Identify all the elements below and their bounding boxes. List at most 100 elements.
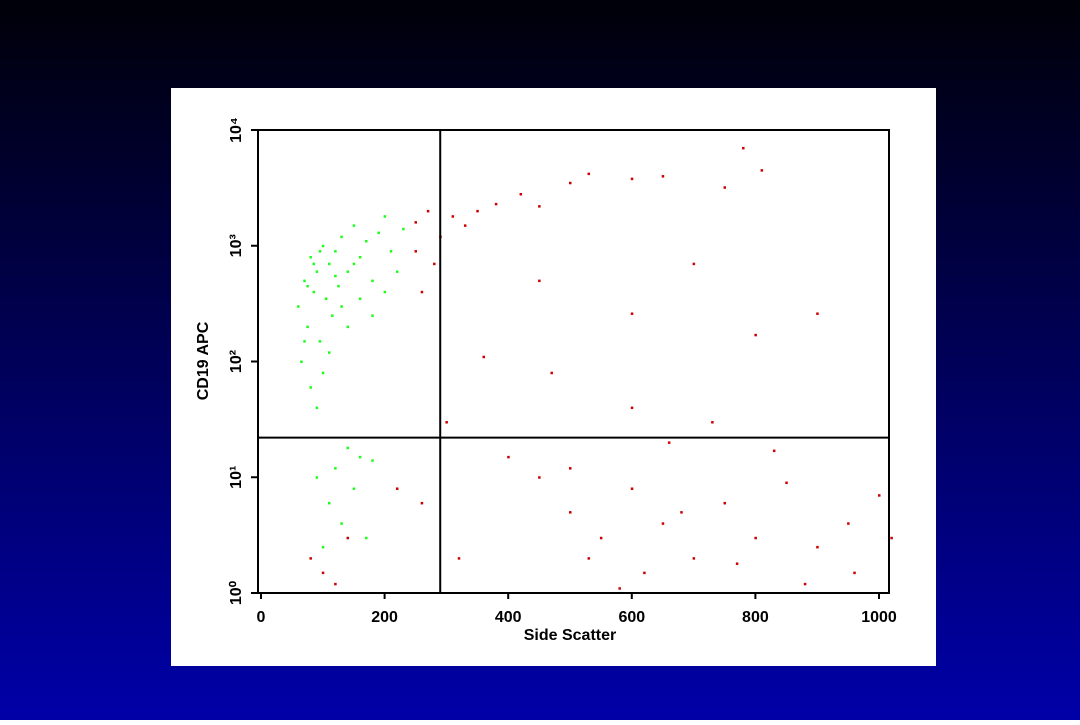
dot [365,536,368,540]
dot [569,511,572,514]
dot [371,459,374,462]
dot [569,181,572,185]
dot [760,169,764,172]
dot [312,262,316,266]
x-tick-label: 600 [618,609,645,626]
x-tick-label: 200 [371,609,398,626]
dot [346,446,350,450]
dot [414,250,417,253]
dot [420,290,424,294]
dot [420,501,424,505]
dot [327,501,331,505]
dot [538,476,541,479]
dot [306,325,309,329]
dot [383,290,387,294]
dot [667,441,671,444]
dot [890,536,893,540]
dot [816,545,819,549]
y-tick-label: 10⁴ [228,117,245,143]
dot [661,175,665,178]
dot [599,536,603,540]
dot [395,270,399,273]
dot [402,227,405,231]
dot [476,209,479,213]
dot [309,255,312,259]
dot [340,522,343,525]
dot [309,557,312,560]
dot [735,562,739,565]
dot [433,262,436,266]
dot [334,274,337,278]
dot [692,557,696,560]
dot [463,224,467,227]
dot [550,371,553,375]
dot [352,224,356,227]
dot [297,305,300,308]
dot [853,571,856,575]
dot [643,571,646,575]
dot [321,371,325,375]
dot [346,325,350,329]
x-tick-label: 1000 [861,609,897,626]
dot [306,284,309,288]
dot [300,360,303,363]
dot [587,557,591,560]
x-tick-label: 0 [257,609,266,626]
dot [315,270,319,273]
dot [772,449,776,453]
dot [630,487,634,490]
dot [445,421,448,424]
dot [352,487,356,490]
dot [538,279,541,283]
plot: 0 200 400 600 800 1000 10⁰ 10¹ 10² 10³ 10⁴ [228,117,897,626]
x-tick-label: 400 [495,609,522,626]
dot [321,244,325,248]
dot [303,279,306,283]
dot [507,455,510,459]
dot [494,202,498,206]
dot [630,312,634,315]
dot [661,522,665,525]
dot [352,262,356,266]
dot [337,284,340,288]
dot [358,255,362,259]
dot [327,351,331,354]
y-tick-label: 10³ [228,234,245,257]
dot [538,205,541,208]
panel [171,88,936,666]
dot [377,231,380,235]
dot [630,177,634,181]
dot [847,522,850,525]
dot [318,340,322,343]
dot [315,476,319,479]
dot [692,262,696,266]
dot [680,511,683,514]
dot [371,314,374,317]
dot [754,333,757,337]
dot [816,312,819,315]
dot [742,146,745,150]
dot [451,215,455,218]
dot [587,172,591,176]
dot [482,355,485,359]
dot [389,250,393,253]
dot [346,536,350,540]
dot [414,221,417,224]
x-axis-label: Side Scatter [524,627,616,644]
dot [371,279,374,283]
dot [723,501,726,505]
dot [457,557,461,560]
x-tick-label: 800 [742,609,769,626]
y-tick-label: 10¹ [228,466,245,489]
dot [334,582,337,586]
dot [723,186,726,189]
dot [321,571,325,575]
dot [334,250,337,253]
dot [426,209,430,213]
dot [324,297,328,301]
y-tick-label: 10⁰ [228,580,245,605]
dot [312,290,316,294]
dot [785,481,788,485]
